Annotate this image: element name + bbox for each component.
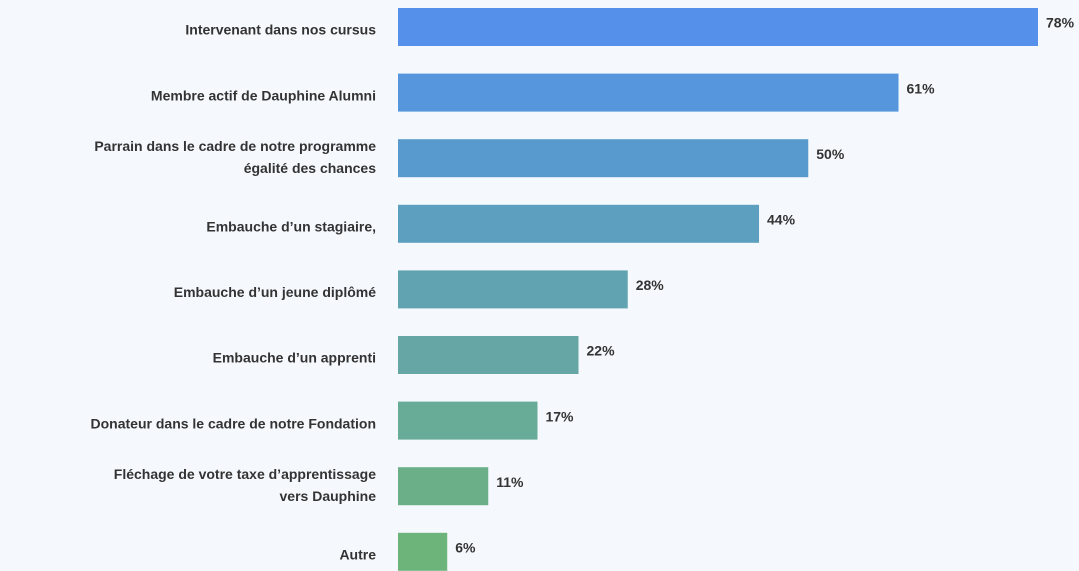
category-label: Embauche d’un stagiaire,: [206, 219, 376, 235]
category-label: Embauche d’un apprenti: [213, 350, 376, 366]
bar: [398, 270, 628, 309]
value-label: 50%: [816, 146, 845, 162]
category-line: vers Dauphine: [280, 488, 377, 504]
bar: [398, 467, 489, 506]
value-label: 61%: [907, 80, 936, 96]
bar: [398, 401, 538, 440]
value-label: 11%: [496, 474, 524, 490]
category-label: Embauche d’un jeune diplômé: [174, 284, 376, 300]
value-label: 44%: [767, 212, 796, 228]
category-label: Donateur dans le cadre de notre Fondatio…: [91, 415, 376, 431]
category-label: Intervenant dans nos cursus: [185, 22, 376, 38]
category-line: Fléchage de votre taxe d’apprentissage: [114, 466, 376, 482]
bar: [398, 336, 579, 374]
value-label: 17%: [545, 408, 574, 424]
bar: [398, 8, 1038, 46]
category-label: Membre actif de Dauphine Alumni: [151, 87, 376, 103]
bar: [398, 73, 899, 112]
bar: [398, 532, 448, 571]
category-label: Autre: [339, 547, 376, 563]
value-label: 78%: [1046, 15, 1075, 31]
category-line: égalité des chances: [244, 160, 377, 176]
value-label: 6%: [455, 540, 476, 556]
bar: [398, 139, 809, 178]
category-line: Parrain dans le cadre de notre programme: [94, 138, 376, 154]
bar: [398, 204, 760, 243]
value-label: 28%: [636, 277, 665, 293]
value-label: 22%: [587, 343, 616, 359]
category-label: Fléchage de votre taxe d’apprentissage ve…: [114, 466, 376, 504]
category-label: Parrain dans le cadre de notre programme…: [94, 138, 376, 176]
